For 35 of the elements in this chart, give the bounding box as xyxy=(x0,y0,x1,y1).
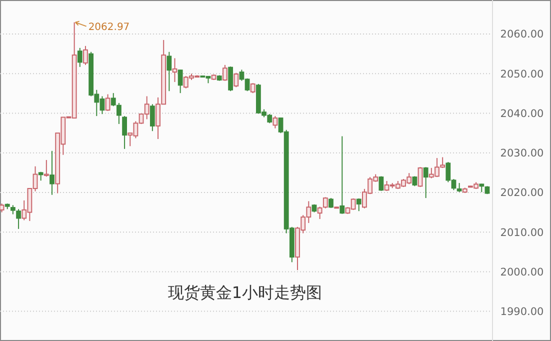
y-tick-label: 2000.00 xyxy=(500,266,544,278)
candlestick xyxy=(150,104,155,132)
candlestick xyxy=(423,166,428,199)
candlestick xyxy=(356,198,362,212)
candlestick xyxy=(340,136,345,214)
y-tick-label: 1990.00 xyxy=(500,306,544,318)
candlestick xyxy=(228,66,234,92)
y-tick-label: 2030.00 xyxy=(500,148,544,160)
candlestick xyxy=(83,45,88,66)
annotation: 2062.97 xyxy=(88,22,130,33)
y-tick-label: 2040.00 xyxy=(500,108,544,120)
candlestick xyxy=(234,72,239,88)
candlestick xyxy=(178,69,183,94)
candlestick xyxy=(122,116,127,150)
y-tick-label: 2060.00 xyxy=(500,28,544,41)
candlestick xyxy=(322,196,328,209)
candlestick xyxy=(317,206,322,220)
candlestick xyxy=(222,64,228,82)
y-tick-label: 2050.00 xyxy=(500,68,544,80)
candlestick xyxy=(44,160,49,178)
y-tick-label: 2010.00 xyxy=(500,226,544,239)
candlestick xyxy=(412,176,418,187)
candlestick xyxy=(418,166,423,188)
y-tick-label: 2020.00 xyxy=(500,187,544,200)
candlestick xyxy=(250,82,256,94)
candlestick xyxy=(328,198,334,208)
candlestick xyxy=(166,51,172,92)
candlestick xyxy=(105,94,110,112)
candlestick xyxy=(378,176,384,192)
candlestick xyxy=(50,150,54,196)
candlestick xyxy=(272,116,278,129)
candlestick xyxy=(172,58,178,82)
candlestick xyxy=(456,182,462,193)
candlestick xyxy=(77,47,82,68)
text: 现货黄金1小时走势图 xyxy=(168,283,322,302)
